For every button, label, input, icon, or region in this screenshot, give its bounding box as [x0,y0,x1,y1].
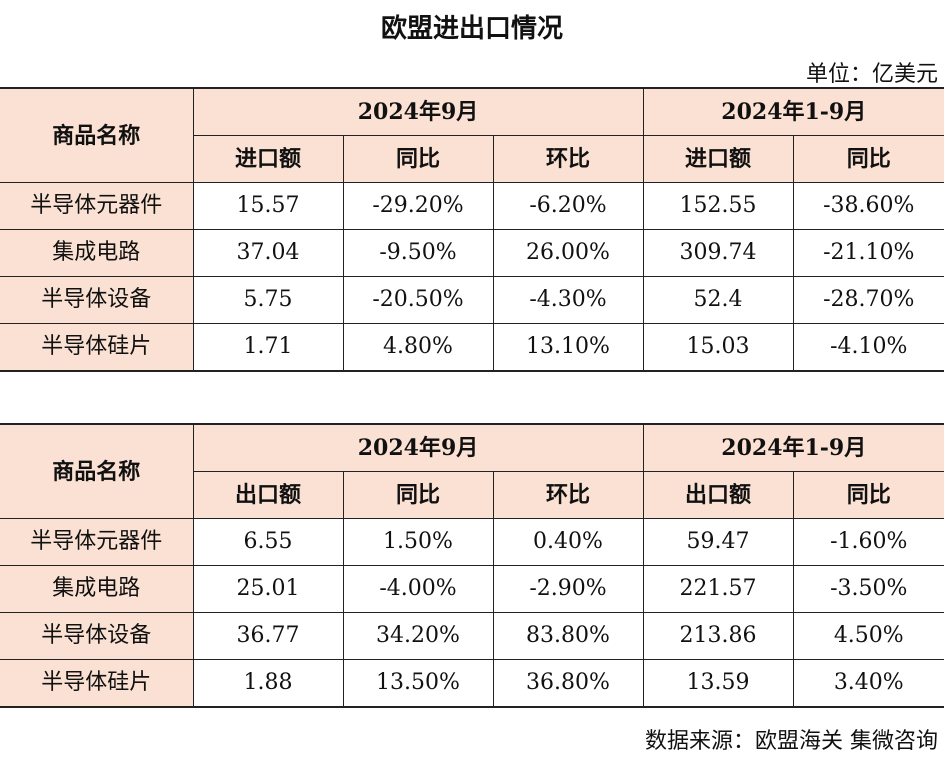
col-mom-header: 环比 [492,135,644,183]
cell-ytd-yoy: 4.50% [792,612,944,660]
cell-mom: 36.80% [492,659,644,708]
cell-amount: 1.71 [192,323,344,372]
col-amount-header: 出口额 [193,471,344,519]
table-row: 半导体设备 36.77 34.20% 83.80% 213.86 4.50% [0,612,944,660]
period-header-ytd: 2024年1-9月 [642,87,944,136]
period-header-month: 2024年9月 [192,87,644,136]
cell-amount: 36.77 [192,612,344,660]
col-ytd-amount-header: 出口额 [642,471,794,519]
cell-amount: 6.55 [192,518,344,566]
source-note: 数据来源：欧盟海关 集微咨询 [645,729,938,754]
cell-yoy: -4.00% [342,565,494,613]
table-row: 半导体元器件 6.55 1.50% 0.40% 59.47 -1.60% [0,518,944,566]
cell-ytd-amount: 15.03 [642,323,794,372]
cell-mom: 13.10% [492,323,644,372]
col-yoy-header: 同比 [342,135,494,183]
table-row: 集成电路 25.01 -4.00% -2.90% 221.57 -3.50% [0,565,944,613]
row-name: 半导体元器件 [0,518,194,566]
cell-ytd-yoy: -38.60% [792,182,944,230]
cell-yoy: -9.50% [342,229,494,277]
col-amount-header: 进口额 [193,135,344,183]
col-ytd-yoy-header: 同比 [792,471,944,519]
period-header-ytd: 2024年1-9月 [642,423,944,472]
row-name: 半导体元器件 [0,182,194,230]
table-row: 集成电路 37.04 -9.50% 26.00% 309.74 -21.10% [0,229,944,277]
cell-ytd-yoy: 3.40% [792,659,944,708]
cell-ytd-amount: 309.74 [642,229,794,277]
cell-mom: -6.20% [492,182,644,230]
cell-yoy: -20.50% [342,276,494,324]
cell-ytd-yoy: -28.70% [792,276,944,324]
cell-mom: 0.40% [492,518,644,566]
unit-label: 单位：亿美元 [805,62,938,87]
period-header-month: 2024年9月 [192,423,644,472]
table-row: 半导体设备 5.75 -20.50% -4.30% 52.4 -28.70% [0,276,944,324]
cell-mom: 83.80% [492,612,644,660]
cell-ytd-yoy: -4.10% [792,323,944,372]
col-ytd-yoy-header: 同比 [792,135,944,183]
cell-mom: -4.30% [492,276,644,324]
cell-amount: 37.04 [192,229,344,277]
cell-ytd-yoy: -3.50% [792,565,944,613]
row-name: 半导体设备 [0,612,194,660]
cell-yoy: 1.50% [342,518,494,566]
row-name: 集成电路 [0,565,194,613]
col-yoy-header: 同比 [342,471,494,519]
page-title: 欧盟进出口情况 [380,14,563,44]
cell-yoy: 13.50% [342,659,494,708]
cell-ytd-amount: 59.47 [642,518,794,566]
row-name: 集成电路 [0,229,194,277]
cell-ytd-amount: 152.55 [642,182,794,230]
name-header: 商品名称 [0,423,194,519]
import-table: 商品名称 2024年9月 2024年1-9月 进口额 同比 环比 进口额 同比 … [0,87,944,372]
cell-amount: 1.88 [192,659,344,708]
cell-ytd-amount: 52.4 [642,276,794,324]
row-name: 半导体硅片 [0,323,194,372]
cell-yoy: 34.20% [342,612,494,660]
cell-ytd-amount: 13.59 [642,659,794,708]
cell-ytd-yoy: -1.60% [792,518,944,566]
cell-ytd-amount: 221.57 [642,565,794,613]
cell-mom: 26.00% [492,229,644,277]
cell-amount: 25.01 [192,565,344,613]
cell-ytd-amount: 213.86 [642,612,794,660]
name-header: 商品名称 [0,87,194,183]
table-row: 半导体硅片 1.71 4.80% 13.10% 15.03 -4.10% [0,323,944,372]
row-name: 半导体硅片 [0,659,194,708]
cell-ytd-yoy: -21.10% [792,229,944,277]
cell-yoy: 4.80% [342,323,494,372]
cell-yoy: -29.20% [342,182,494,230]
table-row: 半导体元器件 15.57 -29.20% -6.20% 152.55 -38.6… [0,182,944,230]
col-ytd-amount-header: 进口额 [642,135,794,183]
col-mom-header: 环比 [492,471,644,519]
table-row: 半导体硅片 1.88 13.50% 36.80% 13.59 3.40% [0,659,944,708]
row-name: 半导体设备 [0,276,194,324]
cell-amount: 5.75 [192,276,344,324]
export-table: 商品名称 2024年9月 2024年1-9月 出口额 同比 环比 出口额 同比 … [0,423,944,708]
cell-mom: -2.90% [492,565,644,613]
cell-amount: 15.57 [192,182,344,230]
